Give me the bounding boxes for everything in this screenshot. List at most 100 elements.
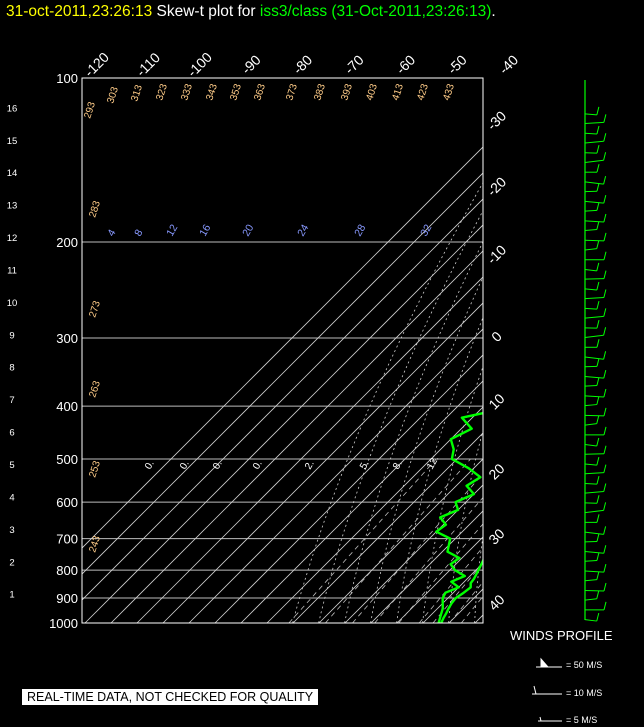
wind-barb-feather [596,262,600,272]
dry-adiabat-label: 423 [415,82,431,102]
wind-key-5: = 5 M/S [566,715,598,725]
isotherm-line [292,432,483,623]
pressure-tick-label: 500 [56,452,78,467]
top-temperature-label: -40 [496,52,522,78]
wind-barb [584,159,604,163]
top-temperature-label: -60 [393,52,419,78]
wind-barb [584,404,597,407]
dry-adiabat-label: 393 [339,82,355,102]
dry-adiabat-label: 373 [284,82,300,102]
mixing-ratio-label: 28 [352,222,368,238]
wind-barb-feather [603,445,607,454]
wind-barb-feather [603,327,607,336]
dry-adiabat-label: 263 [87,379,103,399]
top-temperature-label: -110 [133,49,164,80]
wind-key-10-icon [532,685,562,695]
wind-barb-feather [603,601,607,611]
isotherm-line [422,562,483,623]
wind-key-10: = 10 M/S [566,688,603,698]
mixing-ratio-label: 4 [105,227,118,238]
wind-barb [584,132,597,135]
wind-barb-feather [596,202,600,211]
right-temperature-label: 40 [485,591,507,613]
wind-barb [584,220,604,223]
wind-barb-feather [603,370,607,379]
dewpoint-profile [435,411,483,623]
dry-adiabat-label: 343 [204,82,220,102]
wind-barb [584,315,604,319]
height-tick-label: 15 [7,136,18,147]
dry-adiabat-label: 363 [252,82,268,102]
wind-barb-feather [603,407,607,417]
wind-barb-feather [596,281,600,291]
isotherm-line [396,536,483,623]
isotherm-line [162,302,483,623]
wind-barb-feather [596,164,600,173]
dry-adiabat-label: 283 [87,199,103,219]
wind-barb [584,463,597,466]
wind-barb-feather [596,358,600,367]
isotherm-line [110,250,483,623]
mixing-ratio-line [325,458,471,623]
mixing-ratio-line [288,458,437,623]
dry-adiabat-label: 353 [228,82,244,102]
dry-adiabat-label: 303 [105,85,121,105]
wind-barb-feather [596,320,600,329]
wind-barb [584,140,604,144]
wind-barb [584,551,604,554]
wind-barb [584,598,597,601]
wind-barb [584,113,597,116]
right-temperature-label: -10 [484,242,510,268]
dry-adiabat-label: 273 [87,299,103,319]
right-temperature-label: 30 [485,525,507,547]
wind-barb-feather [603,270,607,279]
isotherm-line [501,78,644,623]
isotherm-line [136,276,483,623]
dry-adiabat-line [370,275,483,623]
wind-barb [584,395,604,398]
dry-adiabat-line [552,78,644,623]
mixing-ratio-label: 32 [418,222,434,238]
wind-barb-feather [596,571,600,580]
wind-barb [584,334,604,339]
wind-barb-feather [603,308,607,317]
wind-barb-feather [596,300,600,310]
low-mixing-ratio-label: 2. [303,459,317,472]
dry-adiabat-label: 323 [154,82,170,102]
wind-barb-feather [603,483,607,492]
wind-barb-feather [603,133,607,142]
wind-barb-feather [603,464,607,473]
wind-barb-feather [603,251,607,260]
dry-adiabat-line [318,209,483,623]
wind-barb [584,248,597,251]
chart-title: 31-oct-2011,23:26:13 Skew-t plot for iss… [6,3,496,21]
pressure-tick-label: 700 [56,532,78,547]
mixing-ratio-line [374,496,483,623]
dry-adiabat-line [623,78,644,623]
wind-barb-feather [596,240,600,249]
top-temperature-label: -90 [238,52,264,78]
right-temperature-label: 0 [488,328,505,345]
wind-barb [584,579,597,582]
plot-area: 293 303 313 323 333 343 353 363 373 383 393 403 413 4… [82,78,644,623]
pressure-tick-label: 600 [56,495,78,510]
isotherm-line [240,380,483,623]
plot-frame [81,77,484,624]
low-mixing-ratio-label: 0. [143,459,157,472]
isotherm-line [553,78,644,623]
wind-barb-feather [596,612,600,622]
wind-barb-feather [603,426,607,435]
wind-barb-feather [603,582,607,592]
height-tick-label: 13 [7,201,18,212]
wind-barb [584,589,604,592]
wind-barb [584,453,604,455]
wind-barb [584,297,604,300]
wind-barb [584,200,604,204]
wind-barb-feather [596,377,600,386]
top-temperature-label: -120 [81,49,112,80]
wind-barb [584,531,604,535]
wind-barb [584,423,597,426]
low-mixing-ratio-label: 0. [251,459,265,472]
dry-adiabat-label: 253 [87,459,103,479]
